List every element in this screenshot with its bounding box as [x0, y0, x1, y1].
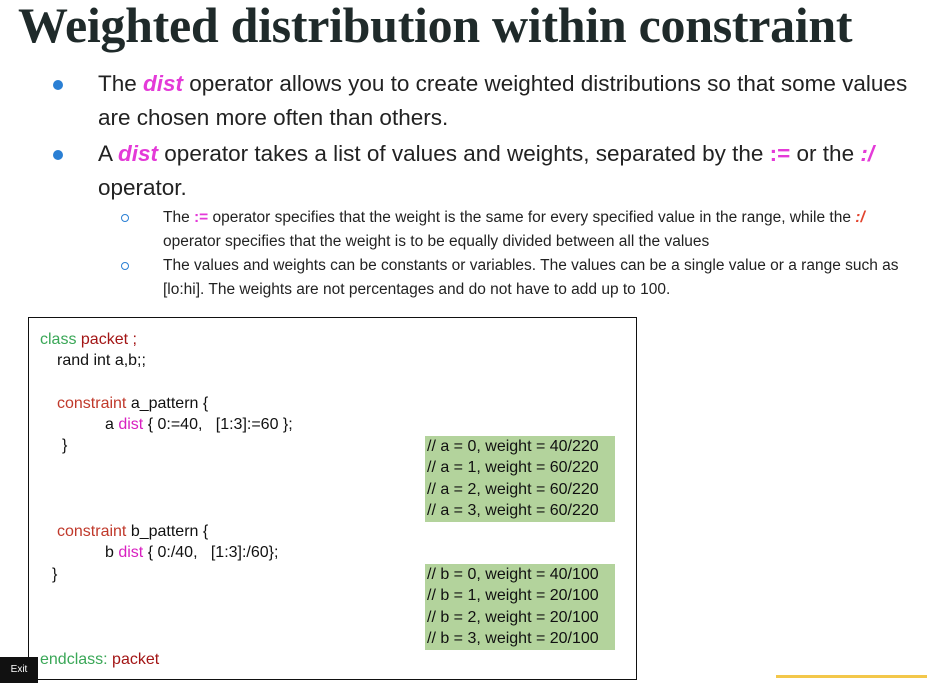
sub-bullet-text: The := operator specifies that the weigh… — [163, 206, 908, 254]
text-run: class — [40, 331, 77, 348]
text-run: operator. — [98, 175, 187, 200]
text-run: operator allows you to create weighted d… — [98, 71, 908, 130]
code-comment: // b = 3, weight = 20/100 — [425, 628, 615, 650]
code-comment: // b = 1, weight = 20/100 — [425, 585, 615, 607]
text-run: or the — [790, 141, 861, 166]
text-run: { 0:/40, [1:3]:/60}; — [143, 544, 279, 561]
text-run: b_pattern { — [126, 523, 209, 540]
text-run: constraint — [57, 395, 127, 412]
code-comment: // a = 3, weight = 60/220 — [425, 500, 615, 522]
text-run: A — [98, 141, 119, 166]
code-box — [28, 317, 637, 680]
text-run: dist — [118, 416, 144, 433]
text-run: operator takes a list of values and weig… — [158, 141, 770, 166]
text-run: } — [62, 437, 68, 454]
sub-bullet-text: The values and weights can be constants … — [163, 254, 908, 302]
text-run: := — [769, 141, 791, 166]
code-comment: // a = 1, weight = 60/220 — [425, 457, 615, 479]
code-line: class packet ; — [40, 329, 137, 350]
text-run: a_pattern { — [126, 395, 209, 412]
text-run: The — [98, 71, 144, 96]
text-run: a — [105, 416, 119, 433]
progress-bar — [776, 675, 927, 678]
text-run: constraint — [57, 523, 127, 540]
text-run: dist — [143, 71, 184, 96]
code-line: } — [62, 435, 67, 456]
sub-bullet-dot — [121, 262, 129, 270]
bullet-dot — [53, 150, 63, 160]
text-run: := — [194, 209, 209, 226]
sub-bullet-dot — [121, 214, 129, 222]
text-run: packet ; — [80, 331, 137, 348]
exit-button[interactable]: Exit — [0, 657, 38, 683]
text-run: :/ — [860, 141, 875, 166]
text-run: dist — [118, 544, 144, 561]
text-run: rand int a,b;; — [57, 352, 146, 369]
text-run: :/ — [855, 209, 865, 226]
code-line: } — [52, 564, 57, 585]
code-comment: // a = 0, weight = 40/220 — [425, 436, 615, 458]
bullet-dot — [53, 80, 63, 90]
code-line: constraint b_pattern { — [57, 521, 208, 542]
text-run: packet — [112, 651, 160, 668]
text-run: { 0:=40, [1:3]:=60 }; — [143, 416, 293, 433]
code-comment: // b = 0, weight = 40/100 — [425, 564, 615, 586]
text-run: The values and weights can be constants … — [163, 257, 899, 298]
code-line: a dist { 0:=40, [1:3]:=60 }; — [105, 414, 293, 435]
code-comment: // b = 2, weight = 20/100 — [425, 606, 615, 629]
text-run: endclass: — [40, 651, 108, 668]
code-line: b dist { 0:/40, [1:3]:/60}; — [105, 542, 278, 563]
code-line: constraint a_pattern { — [57, 393, 208, 414]
bullet-text: A dist operator takes a list of values a… — [98, 137, 918, 205]
text-run: dist — [118, 141, 159, 166]
text-run: } — [52, 566, 58, 583]
code-line: endclass: packet — [40, 649, 159, 670]
text-run: operator specifies that the weight is th… — [208, 209, 856, 226]
text-run: The — [163, 209, 195, 226]
code-line: rand int a,b;; — [57, 350, 146, 371]
slide-title: Weighted distribution within constraint — [18, 0, 853, 53]
text-run: b — [105, 544, 119, 561]
bullet-text: The dist operator allows you to create w… — [98, 67, 918, 135]
text-run: operator specifies that the weight is to… — [163, 233, 710, 250]
code-comment: // a = 2, weight = 60/220 — [425, 478, 615, 501]
